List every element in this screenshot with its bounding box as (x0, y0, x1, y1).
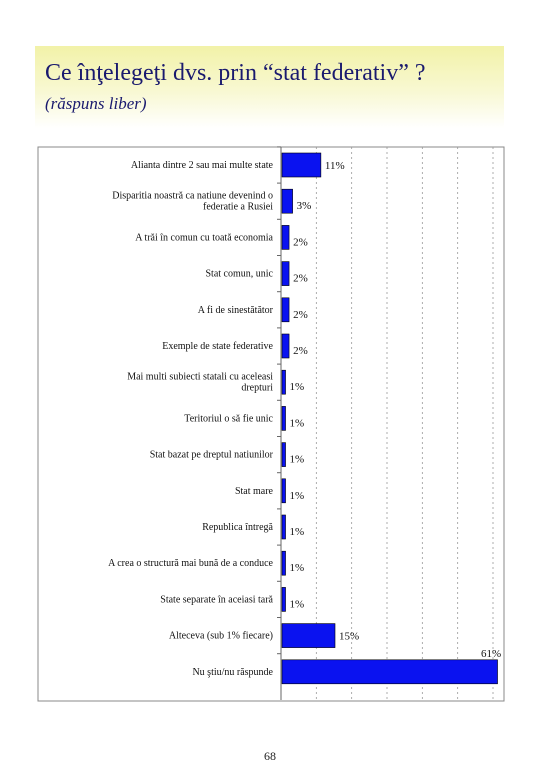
category-label: Stat bazat pe dreptul natiunilor (150, 450, 274, 461)
category-label: Teritoriul o să fie unic (184, 413, 273, 424)
bar (281, 152, 322, 178)
bar (281, 659, 498, 685)
value-label: 61% (481, 648, 501, 660)
category-label: Disparitia noastră ca natiune devenind o… (112, 191, 273, 213)
bar (281, 261, 290, 286)
header-band (35, 46, 504, 128)
category-label: Alteceva (sub 1% fiecare) (169, 631, 273, 642)
category-label: Stat mare (235, 486, 274, 497)
value-label: 2% (293, 236, 308, 248)
category-label: Exemple de state federative (162, 341, 273, 352)
category-label: Republica întregă (202, 522, 273, 533)
category-label: Nu ştiu/nu răspunde (192, 667, 273, 678)
bar-chart: Alianta dintre 2 sau mai multe state 11% D… (37, 146, 505, 702)
value-label: 1% (290, 562, 305, 574)
bar (281, 514, 286, 540)
value-label: 15% (339, 631, 359, 643)
value-label: 11% (325, 160, 345, 172)
bar (281, 297, 290, 323)
value-label: 1% (290, 526, 305, 538)
value-label: 3% (297, 200, 312, 212)
bar (281, 442, 286, 467)
category-label: A fi de sinestătător (198, 305, 274, 316)
category-label: Alianta dintre 2 sau mai multe state (131, 160, 274, 171)
value-label: 1% (290, 417, 305, 429)
bar (281, 478, 286, 504)
bar (281, 550, 286, 576)
bar (281, 587, 286, 612)
category-label: Mai multi subiecti statali cu aceleasi dr… (127, 372, 273, 394)
bar (281, 225, 290, 250)
value-label: 1% (290, 381, 305, 393)
grid-lines (277, 146, 494, 700)
plot-area-frame (37, 146, 505, 702)
bar (281, 369, 286, 395)
value-label: 2% (293, 345, 308, 357)
bar (281, 333, 290, 359)
bars-group: Alianta dintre 2 sau mai multe state 11% D… (108, 152, 501, 685)
category-label: A crea o structură mai bună de a conduce (108, 558, 273, 569)
bar (281, 188, 293, 214)
value-label: 2% (293, 273, 308, 285)
category-label: A trăi în comun cu toată economia (135, 232, 273, 243)
value-label: 1% (290, 454, 305, 466)
page-title: Ce înţelegeţi dvs. prin “stat federativ”… (45, 60, 426, 86)
value-label: 1% (290, 598, 305, 610)
value-label: 1% (290, 490, 305, 502)
bar (281, 623, 336, 648)
category-label: State separate în aceiasi tară (160, 594, 273, 605)
page-number: 68 (264, 749, 276, 763)
value-label: 2% (293, 309, 308, 321)
page-subtitle: (răspuns liber) (45, 94, 147, 113)
bar (281, 406, 286, 431)
category-label: Stat comun, unic (206, 269, 274, 280)
